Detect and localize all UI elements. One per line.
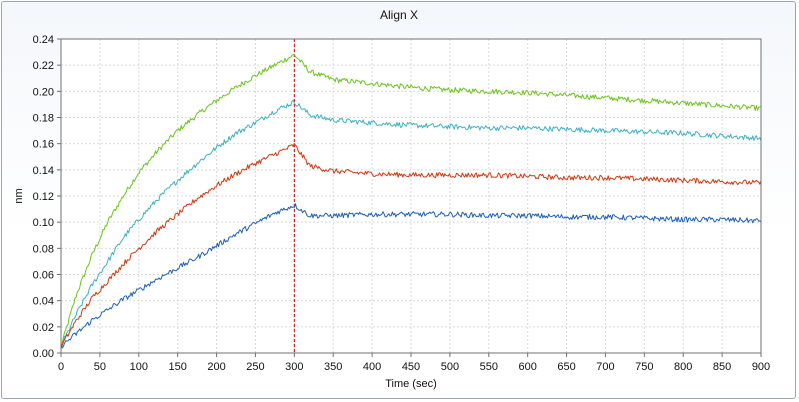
x-axis-ticks: 0 50 100 150 200 250 300 350 400 450 500 550 600 650 7… [58, 353, 770, 373]
y-tick-label: 0.24 [33, 34, 54, 46]
y-tick-label: 0.00 [33, 348, 54, 360]
x-tick-label: 450 [402, 361, 420, 373]
x-tick-label: 800 [674, 361, 692, 373]
x-tick-label: 650 [557, 361, 575, 373]
x-tick-label: 550 [480, 361, 498, 373]
y-tick-label: 0.16 [33, 139, 54, 151]
x-axis-title: Time (sec) [385, 378, 437, 390]
series-3 [60, 143, 762, 347]
x-tick-label: 900 [752, 361, 770, 373]
y-tick-label: 0.08 [33, 243, 54, 255]
y-tick-label: 0.02 [33, 322, 54, 334]
x-tick-label: 750 [635, 361, 653, 373]
x-tick-label: 200 [207, 361, 225, 373]
series-4 [60, 203, 762, 349]
y-tick-label: 0.04 [33, 296, 54, 308]
x-tick-label: 100 [130, 361, 148, 373]
x-tick-label: 500 [441, 361, 459, 373]
x-tick-label: 50 [94, 361, 106, 373]
y-tick-label: 0.20 [33, 86, 54, 98]
x-tick-label: 250 [246, 361, 264, 373]
x-tick-label: 300 [285, 361, 303, 373]
series-2 [60, 99, 762, 347]
y-axis-title: nm [13, 188, 25, 203]
x-tick-label: 350 [324, 361, 342, 373]
y-tick-label: 0.14 [33, 165, 54, 177]
series-line [60, 203, 762, 349]
y-tick-label: 0.22 [33, 60, 54, 72]
x-tick-label: 400 [363, 361, 381, 373]
x-tick-label: 0 [58, 361, 64, 373]
y-tick-label: 0.10 [33, 217, 54, 229]
x-tick-label: 700 [596, 361, 614, 373]
series-line [60, 143, 762, 347]
series-line [60, 53, 762, 346]
y-tick-label: 0.12 [33, 191, 54, 203]
x-tick-label: 150 [168, 361, 186, 373]
x-tick-label: 600 [518, 361, 536, 373]
y-tick-label: 0.06 [33, 270, 54, 282]
chart-title: Align X [380, 8, 418, 22]
y-axis-ticks: 0.00 0.02 0.04 0.06 0.08 0.10 0.12 0.14 0.16 0.18… [33, 34, 61, 360]
x-tick-label: 850 [713, 361, 731, 373]
series-line [60, 99, 762, 347]
y-tick-label: 0.18 [33, 113, 54, 125]
series-1 [60, 53, 762, 346]
series-group [60, 53, 762, 349]
